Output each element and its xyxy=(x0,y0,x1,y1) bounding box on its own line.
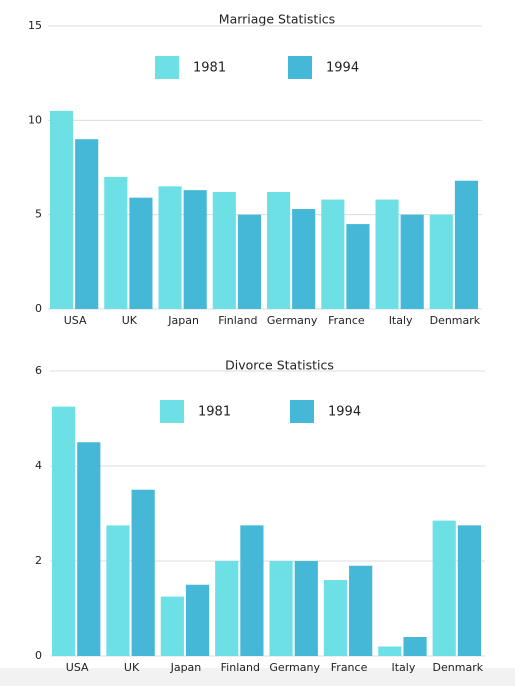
y-tick-label: 6 xyxy=(35,364,42,377)
bar xyxy=(321,199,345,309)
bar xyxy=(237,214,261,309)
legend-label: 1994 xyxy=(326,61,359,76)
bar xyxy=(429,214,453,309)
x-tick-label: Italy xyxy=(389,314,413,327)
bar xyxy=(378,646,402,656)
bar xyxy=(432,520,456,656)
chart-title: Marriage Statistics xyxy=(219,12,335,27)
bar xyxy=(160,596,184,656)
bar xyxy=(104,176,128,309)
bar xyxy=(375,199,399,309)
x-tick-label: Finland xyxy=(221,661,260,674)
chart-title: Divorce Statistics xyxy=(225,358,334,373)
x-tick-label: USA xyxy=(64,314,87,327)
y-tick-label: 15 xyxy=(28,19,42,32)
y-tick-label: 0 xyxy=(35,302,42,315)
bar xyxy=(77,442,101,656)
bar xyxy=(346,224,370,309)
legend-swatch xyxy=(160,400,184,423)
bar xyxy=(50,110,74,310)
bar xyxy=(185,584,210,656)
x-tick-label: France xyxy=(331,661,368,674)
bar xyxy=(403,637,427,656)
y-tick-label: 4 xyxy=(35,459,42,472)
bar xyxy=(240,525,264,656)
y-tick-label: 2 xyxy=(35,554,42,567)
bar xyxy=(158,186,182,309)
bar xyxy=(183,190,207,309)
x-tick-label: UK xyxy=(124,661,140,674)
bar xyxy=(323,580,348,656)
bar xyxy=(400,214,424,309)
legend-swatch xyxy=(288,56,312,79)
legend-label: 1981 xyxy=(193,61,226,76)
bar xyxy=(349,565,373,656)
bar xyxy=(294,561,318,656)
legend-swatch xyxy=(290,400,314,423)
bar xyxy=(129,197,153,309)
y-tick-label: 0 xyxy=(35,649,42,662)
legend-label: 1994 xyxy=(328,405,361,420)
x-tick-label: Japan xyxy=(167,314,199,327)
bar xyxy=(267,192,291,309)
bar xyxy=(131,489,155,656)
bar xyxy=(215,561,239,656)
y-tick-label: 5 xyxy=(35,208,42,221)
x-tick-label: Finland xyxy=(218,314,257,327)
x-tick-label: France xyxy=(328,314,365,327)
bar xyxy=(106,525,130,656)
bar xyxy=(269,561,293,656)
bar xyxy=(52,406,76,656)
x-tick-label: Denmark xyxy=(433,661,484,674)
bar xyxy=(457,525,481,656)
x-tick-label: Germany xyxy=(269,661,320,674)
x-tick-label: Italy xyxy=(392,661,416,674)
legend-label: 1981 xyxy=(198,405,231,420)
bar xyxy=(454,180,478,309)
legend-swatch xyxy=(155,56,179,79)
x-tick-label: USA xyxy=(66,661,89,674)
x-tick-label: Japan xyxy=(170,661,202,674)
x-tick-label: Denmark xyxy=(430,314,481,327)
bar xyxy=(212,192,236,309)
footer-strip xyxy=(0,668,515,686)
bar xyxy=(75,139,99,309)
x-tick-label: UK xyxy=(122,314,138,327)
y-tick-label: 10 xyxy=(28,113,42,126)
bar xyxy=(292,209,316,309)
x-tick-label: Germany xyxy=(267,314,318,327)
